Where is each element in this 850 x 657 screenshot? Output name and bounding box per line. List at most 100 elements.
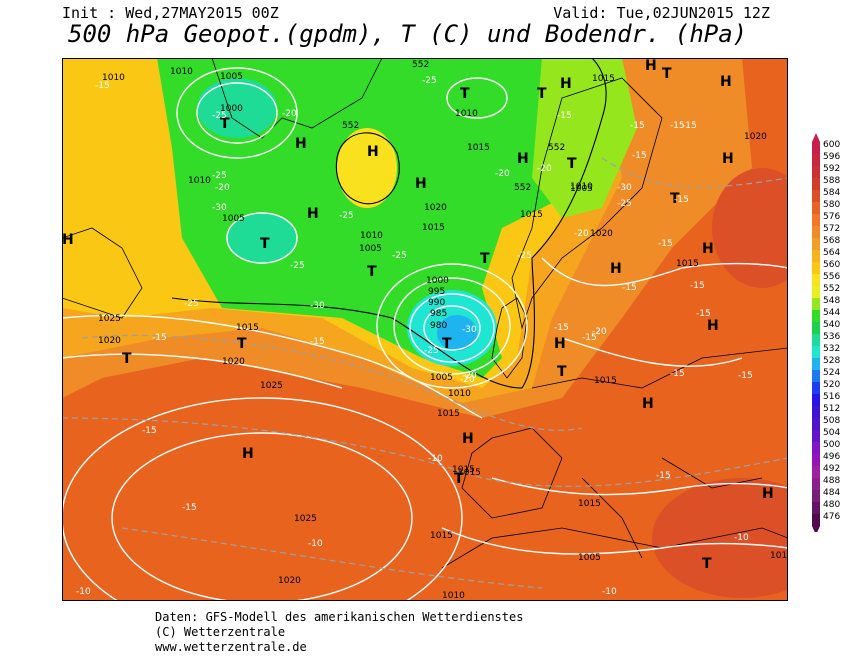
- legend-label: 568: [823, 236, 840, 246]
- high-label: H: [462, 431, 474, 447]
- pressure-value: 1010: [360, 231, 383, 241]
- footer-copyright: (C) Wetterzentrale: [155, 625, 286, 639]
- low-label: T: [460, 86, 470, 102]
- low-label: T: [454, 471, 464, 487]
- legend-swatch: [812, 226, 820, 238]
- temp-value: -20: [592, 327, 607, 337]
- pressure-value: 1010: [170, 67, 193, 77]
- field-band-green: [157, 58, 592, 378]
- legend-swatch: [812, 514, 820, 526]
- pressure-value: 1020: [744, 132, 767, 142]
- legend-label: 508: [823, 416, 840, 426]
- legend-label: 492: [823, 464, 840, 474]
- legend-swatch: [812, 370, 820, 382]
- legend-swatch: [812, 478, 820, 490]
- legend-swatch: [812, 346, 820, 358]
- legend-swatch: [812, 502, 820, 514]
- pressure-value: 1015: [452, 465, 475, 475]
- coast-north-america: [62, 227, 143, 319]
- pressure-value: 1025: [294, 514, 317, 524]
- legend-label: 576: [823, 212, 840, 222]
- valid-time: Valid: Tue,02JUN2015 12Z: [553, 4, 770, 22]
- high-label: H: [554, 336, 566, 352]
- legend-swatch: [812, 418, 820, 430]
- init-time: Init : Wed,27MAY2015 00Z: [62, 4, 279, 22]
- high-label: H: [517, 151, 529, 167]
- temp-value: -15: [682, 121, 697, 131]
- geopot-values: 552 552 552 552: [342, 60, 565, 193]
- legend-swatch: [812, 322, 820, 334]
- legend-arrow-bottom: [812, 526, 820, 532]
- legend-swatch: [812, 154, 820, 166]
- legend-label: 584: [823, 188, 840, 198]
- pressure-value: 1010: [448, 389, 471, 399]
- legend-swatch: [812, 178, 820, 190]
- temp-value: -15: [658, 239, 673, 249]
- temp-value: -15: [310, 337, 325, 347]
- high-label: H: [645, 58, 657, 74]
- low-label: T: [702, 556, 712, 572]
- pressure-value: 1020: [590, 229, 613, 239]
- pressure-value: 1005: [430, 373, 453, 383]
- temp-value: -15: [152, 333, 167, 343]
- legend-swatch: [812, 358, 820, 370]
- legend-label: 600: [823, 140, 840, 150]
- geopot-value: 552: [412, 60, 429, 70]
- temp-value: -10: [734, 533, 749, 543]
- pressure-value: 1020: [222, 357, 245, 367]
- pressure-value: 990: [428, 298, 445, 308]
- high-label: H: [642, 396, 654, 412]
- legend-swatch: [812, 490, 820, 502]
- high-label: H: [62, 232, 74, 248]
- legend-swatch: [812, 394, 820, 406]
- field-warm-southeast: [652, 478, 788, 598]
- legend-swatch: [812, 190, 820, 202]
- low-label: T: [670, 191, 680, 207]
- field-ridge-yellow: [337, 128, 397, 208]
- field-cold-north: [197, 78, 277, 138]
- pressure-value: 1005: [359, 244, 382, 254]
- pressure-value: 985: [430, 309, 447, 319]
- legend-arrow-top: [812, 133, 820, 142]
- temp-value: -25: [212, 171, 227, 181]
- coast-greenland: [211, 58, 383, 139]
- pressure-value: 1015: [236, 323, 259, 333]
- pressure-value: 1020: [278, 576, 301, 586]
- coast-british-isles: [491, 297, 528, 379]
- legend-label: 572: [823, 224, 840, 234]
- pressure-value: 1020: [98, 336, 121, 346]
- temp-value: -25: [517, 251, 532, 261]
- legend-swatch: [812, 454, 820, 466]
- low-label: T: [567, 156, 577, 172]
- legend-label: 556: [823, 272, 840, 282]
- field-band-green-east: [532, 58, 637, 218]
- geopot-value: 552: [548, 143, 565, 153]
- legend-swatch: [812, 442, 820, 454]
- legend-swatch: [812, 250, 820, 262]
- legend-swatch: [812, 430, 820, 442]
- field-cold-core-inner: [437, 315, 477, 351]
- legend-label: 592: [823, 164, 840, 174]
- low-label: T: [557, 364, 567, 380]
- temp-value: -15: [670, 121, 685, 131]
- pressure-value: 1015: [594, 376, 617, 386]
- temp-value: -15: [670, 369, 685, 379]
- isobar-values: 1010 1010 1005 1000 1005 1010 1010 1015 …: [98, 67, 787, 601]
- temp-value: -30: [617, 183, 632, 193]
- high-label: H: [307, 206, 319, 222]
- legend-label: 540: [823, 320, 840, 330]
- temp-value: -15: [557, 111, 572, 121]
- isoline-552: [171, 58, 607, 389]
- footer-source: Daten: GFS-Modell des amerikanischen Wet…: [155, 610, 524, 624]
- temp-value: -20: [537, 164, 552, 174]
- pressure-value: 1015: [592, 74, 615, 84]
- legend-label: 524: [823, 368, 840, 378]
- pressure-value: 1015: [676, 259, 699, 269]
- legend-label: 596: [823, 152, 840, 162]
- pressure-value: 1015: [422, 223, 445, 233]
- high-label: H: [720, 74, 732, 90]
- legend-swatch: [812, 406, 820, 418]
- low-label: T: [260, 236, 270, 252]
- temp-value: -15: [656, 471, 671, 481]
- temp-value: -15: [142, 426, 157, 436]
